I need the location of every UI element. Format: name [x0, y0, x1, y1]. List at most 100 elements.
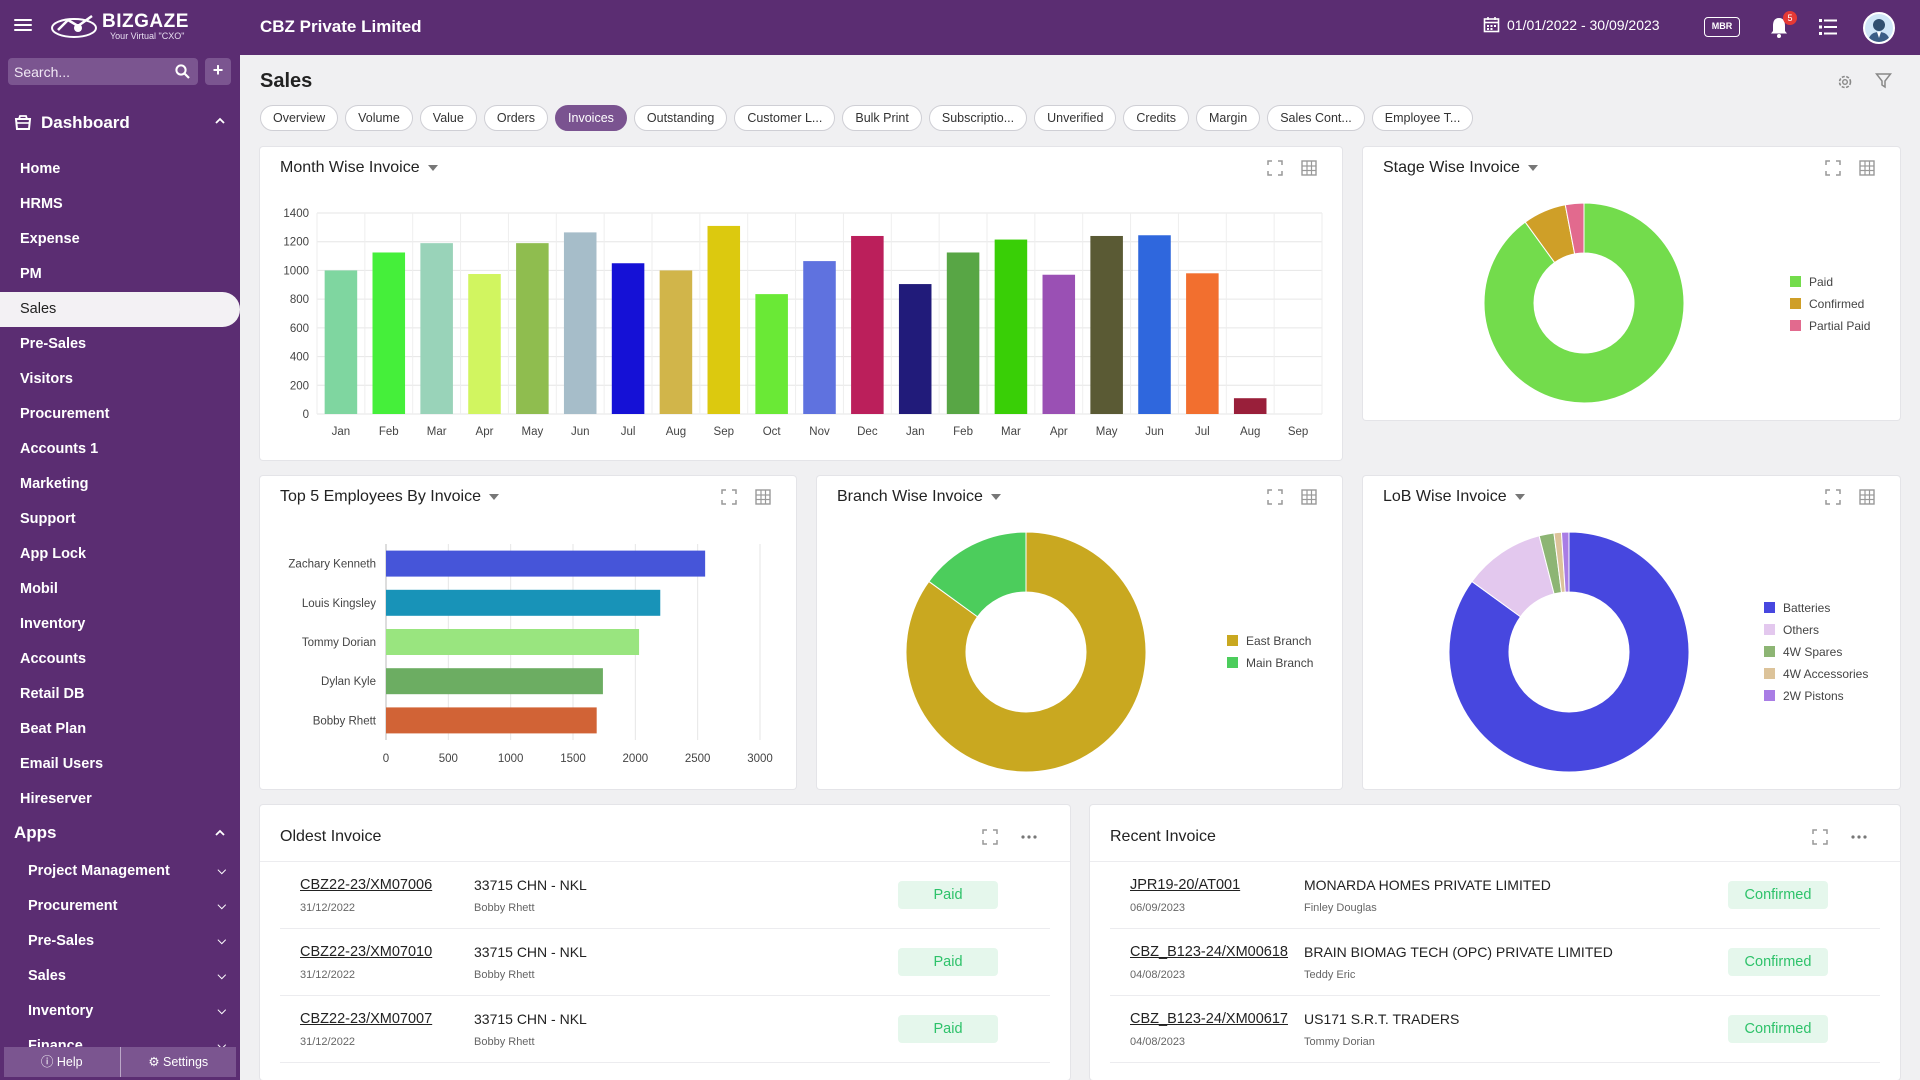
bell-icon[interactable] [1768, 15, 1790, 39]
sidebar-item-app-lock[interactable]: App Lock [20, 546, 87, 562]
help-button[interactable]: ⓘ Help [4, 1047, 120, 1077]
card-title[interactable]: Month Wise Invoice [280, 159, 438, 177]
sidebar-item-accounts[interactable]: Accounts [20, 651, 87, 667]
recent-invoice-card: Recent Invoice JPR19-20/AT001 06/09/2023… [1090, 805, 1900, 1080]
app-item-inventory[interactable]: Inventory ⌵ [0, 994, 240, 1029]
list-item[interactable]: CBZ_B123-24/XM00617 04/08/2023 US171 S.R… [1110, 996, 1880, 1063]
logo[interactable]: BIZGAZE Your Virtual "CXO" [48, 10, 189, 44]
bar-louis-kingsley [386, 589, 661, 616]
card-title[interactable]: Top 5 Employees By Invoice [280, 488, 499, 506]
sidebar-item-pre-sales[interactable]: Pre-Sales [20, 336, 87, 352]
add-button[interactable]: + [205, 58, 231, 85]
sidebar-item-beat-plan[interactable]: Beat Plan [20, 721, 87, 737]
x-tick-label: 2000 [623, 753, 649, 765]
sidebar-item-accounts-1[interactable]: Accounts 1 [20, 441, 99, 457]
tab-unverified[interactable]: Unverified [1034, 105, 1117, 131]
sidebar-item-expense[interactable]: Expense [20, 231, 80, 247]
sidebar-item-hireserver[interactable]: Hireserver [20, 791, 92, 807]
invoice-number-link[interactable]: CBZ22-23/XM07006 [300, 877, 433, 893]
tab-sales-contracts[interactable]: Sales Cont... [1267, 105, 1365, 131]
expand-icon[interactable] [1266, 159, 1284, 177]
party-name: 33715 CHN - NKL [474, 944, 587, 960]
tab-volume[interactable]: Volume [345, 105, 413, 131]
user-avatar[interactable] [1863, 12, 1895, 44]
search-input[interactable]: Search... [8, 58, 198, 85]
list-item[interactable]: CBZ22-23/XM07006 31/12/2022 33715 CHN - … [280, 862, 1050, 929]
sidebar-item-visitors[interactable]: Visitors [20, 371, 73, 387]
bar-bobby-rhett [386, 707, 597, 734]
sidebar-item-inventory[interactable]: Inventory [20, 616, 86, 632]
app-item-project-management[interactable]: Project Management ⌵ [0, 854, 240, 889]
app-item-pre-sales[interactable]: Pre-Sales ⌵ [0, 924, 240, 959]
gear-icon[interactable] [1836, 73, 1854, 91]
menu-icon[interactable] [14, 16, 32, 34]
sidebar-item-retail-db[interactable]: Retail DB [20, 686, 85, 702]
sidebar-item-home[interactable]: Home [20, 161, 61, 177]
table-view-icon[interactable] [1300, 488, 1318, 506]
sidebar-item-hrms[interactable]: HRMS [20, 196, 63, 212]
expand-icon[interactable] [720, 488, 738, 506]
expand-icon[interactable] [1824, 159, 1842, 177]
tab-value[interactable]: Value [419, 105, 477, 131]
invoice-number-link[interactable]: CBZ22-23/XM07010 [300, 944, 433, 960]
table-view-icon[interactable] [1858, 488, 1876, 506]
chevron-up-icon[interactable] [214, 827, 226, 839]
mbr-button[interactable]: MBR [1704, 17, 1740, 37]
bar-aug-19 [1233, 398, 1267, 414]
table-view-icon[interactable] [754, 488, 772, 506]
tab-employee-targets[interactable]: Employee T... [1371, 105, 1474, 131]
tab-orders[interactable]: Orders [483, 105, 549, 131]
dashboard-section[interactable]: Dashboard [14, 113, 130, 133]
settings-button[interactable]: ⚙ Settings [119, 1047, 237, 1077]
tab-customer-ledger[interactable]: Customer L... [734, 105, 836, 131]
tab-invoices[interactable]: Invoices [555, 105, 627, 131]
more-options-icon[interactable] [1850, 828, 1868, 846]
invoice-number-link[interactable]: JPR19-20/AT001 [1130, 877, 1241, 893]
tab-margin[interactable]: Margin [1196, 105, 1261, 131]
table-view-icon[interactable] [1300, 159, 1318, 177]
y-tick-label: Zachary Kenneth [288, 559, 376, 571]
caret-down-icon [489, 494, 499, 500]
more-options-icon[interactable] [1020, 828, 1038, 846]
filter-icon[interactable] [1875, 72, 1892, 89]
list-item[interactable]: CBZ22-23/XM07010 31/12/2022 33715 CHN - … [280, 929, 1050, 996]
invoice-number-link[interactable]: CBZ22-23/XM07007 [300, 1011, 433, 1027]
expand-icon[interactable] [981, 828, 999, 846]
sidebar-item-sales[interactable]: Sales [0, 292, 240, 327]
tab-overview[interactable]: Overview [260, 105, 339, 131]
sidebar-item-support[interactable]: Support [20, 511, 76, 527]
invoice-date: 04/08/2023 [1130, 969, 1186, 981]
tab-outstanding[interactable]: Outstanding [633, 105, 728, 131]
search-icon[interactable] [175, 64, 190, 79]
sidebar-item-mobil[interactable]: Mobil [20, 581, 58, 597]
sidebar-item-email-users[interactable]: Email Users [20, 756, 104, 772]
expand-icon[interactable] [1266, 488, 1284, 506]
apps-section-label[interactable]: Apps [14, 823, 57, 842]
sidebar-item-pm[interactable]: PM [20, 266, 42, 282]
app-item-label: Procurement [28, 898, 118, 914]
card-title[interactable]: Stage Wise Invoice [1383, 159, 1538, 177]
expand-icon[interactable] [1824, 488, 1842, 506]
table-view-icon[interactable] [1858, 159, 1876, 177]
company-name[interactable]: CBZ Private Limited [260, 17, 422, 36]
list-item[interactable]: CBZ22-23/XM07007 31/12/2022 33715 CHN - … [280, 996, 1050, 1063]
app-item-procurement[interactable]: Procurement ⌵ [0, 889, 240, 924]
sidebar-item-procurement[interactable]: Procurement [20, 406, 110, 422]
card-title[interactable]: Branch Wise Invoice [837, 488, 1001, 506]
chevron-down-icon: ⌵ [217, 970, 226, 982]
date-range-picker[interactable]: 01/01/2022 - 30/09/2023 [1483, 16, 1660, 33]
bar-mar-2 [420, 243, 453, 414]
invoice-number-link[interactable]: CBZ_B123-24/XM00618 [1130, 944, 1288, 960]
app-item-sales[interactable]: Sales ⌵ [0, 959, 240, 994]
card-title[interactable]: LoB Wise Invoice [1383, 488, 1525, 506]
invoice-number-link[interactable]: CBZ_B123-24/XM00617 [1130, 1011, 1288, 1027]
expand-icon[interactable] [1811, 828, 1829, 846]
tab-credits[interactable]: Credits [1123, 105, 1189, 131]
sidebar-item-marketing[interactable]: Marketing [20, 476, 89, 492]
tab-subscriptions[interactable]: Subscriptio... [928, 105, 1028, 131]
list-item[interactable]: CBZ_B123-24/XM00618 04/08/2023 BRAIN BIO… [1110, 929, 1880, 996]
task-list-icon[interactable] [1818, 17, 1838, 37]
chevron-up-icon[interactable] [214, 115, 226, 127]
list-item[interactable]: JPR19-20/AT001 06/09/2023 MONARDA HOMES … [1110, 862, 1880, 929]
tab-bulk-print[interactable]: Bulk Print [842, 105, 922, 131]
